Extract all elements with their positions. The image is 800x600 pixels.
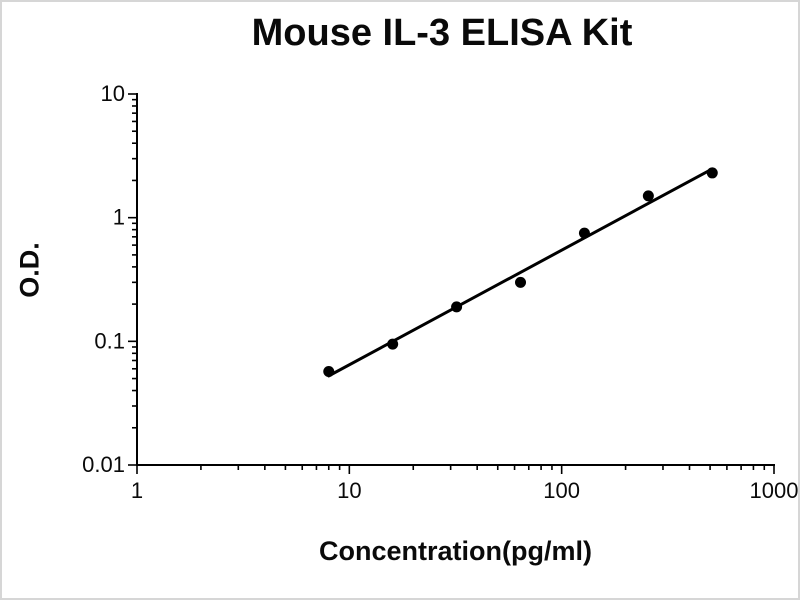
x-tick-label: 10: [337, 478, 361, 503]
data-point: [578, 227, 590, 239]
y-tick-label: 0.1: [94, 328, 125, 353]
data-point: [515, 276, 527, 288]
data-layer: [323, 167, 718, 378]
x-tick-label: 1: [131, 478, 143, 503]
data-point: [323, 366, 335, 378]
y-tick-label: 1: [113, 205, 125, 230]
y-tick-label: 0.01: [82, 452, 125, 477]
x-axis-label: Concentration(pg/ml): [319, 536, 592, 566]
trend-line: [327, 167, 714, 378]
y-tick-label: 10: [101, 81, 125, 106]
x-tick-label: 100: [543, 478, 580, 503]
x-tick-label: 1000: [750, 478, 799, 503]
tick-labels: 1 10 100 1000 0.01 0.1 1 10: [82, 81, 798, 503]
data-point: [706, 167, 718, 179]
tick-marks: [128, 93, 775, 474]
data-point: [642, 190, 654, 202]
data-point: [387, 338, 399, 350]
chart-title: Mouse IL-3 ELISA Kit: [251, 12, 633, 54]
data-point: [451, 301, 463, 313]
